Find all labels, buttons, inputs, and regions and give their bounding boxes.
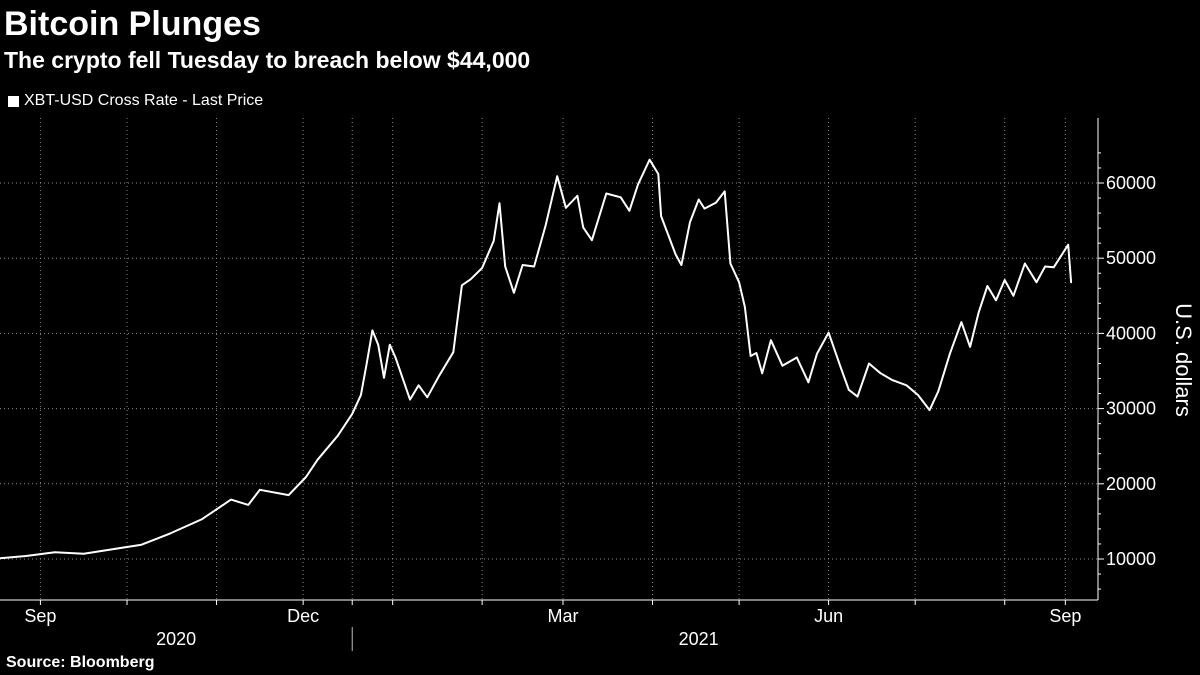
series-layer bbox=[0, 158, 1073, 560]
y-axis-title: U.S. dollars bbox=[1171, 303, 1196, 417]
y-tick-label-10000: 10000 bbox=[1106, 549, 1156, 569]
grid-layer bbox=[0, 118, 1098, 600]
legend: XBT-USD Cross Rate - Last Price bbox=[8, 90, 263, 112]
y-tick-label-30000: 30000 bbox=[1106, 399, 1156, 419]
chart-title: Bitcoin Plunges bbox=[4, 5, 261, 43]
x-tick-label-mar-2: Mar bbox=[547, 606, 578, 626]
y-tick-label-60000: 60000 bbox=[1106, 173, 1156, 193]
legend-label: XBT-USD Cross Rate - Last Price bbox=[24, 92, 264, 109]
y-tick-label-50000: 50000 bbox=[1106, 248, 1156, 268]
y-tick-label-40000: 40000 bbox=[1106, 323, 1156, 343]
series-line-0 bbox=[0, 158, 1073, 560]
x-tick-label-jun-3: Jun bbox=[814, 606, 843, 626]
legend-swatch bbox=[8, 95, 19, 107]
source-note: Source: Bloomberg bbox=[6, 654, 155, 671]
x-tick-label-sep-4: Sep bbox=[1049, 606, 1081, 626]
x-year-label-2020: 2020 bbox=[156, 629, 196, 649]
chart-subtitle: The crypto fell Tuesday to breach below … bbox=[4, 47, 531, 73]
x-year-label-2021: 2021 bbox=[679, 629, 719, 649]
y-tick-label-20000: 20000 bbox=[1106, 474, 1156, 494]
axis-layer: 10000 20000 30000 40000 50000 60000 Sep Dec Mar J… bbox=[0, 118, 1156, 651]
x-tick-label-dec-1: Dec bbox=[287, 606, 319, 626]
x-tick-label-sep-0: Sep bbox=[24, 606, 56, 626]
